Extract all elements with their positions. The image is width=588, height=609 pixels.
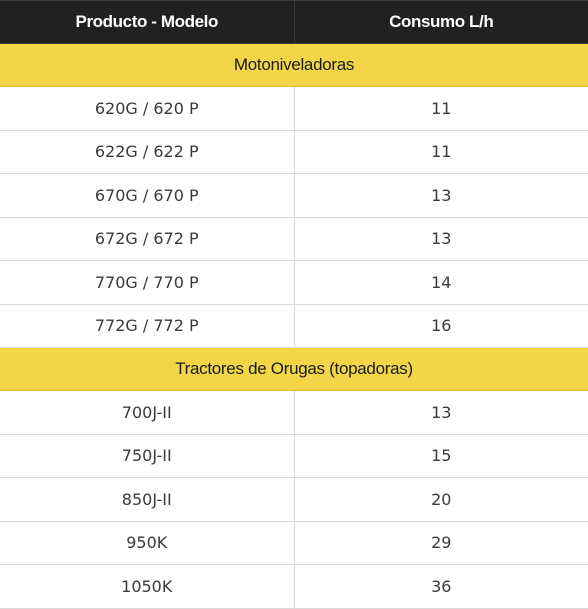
section-row-tractores-de-orugas: Tractores de Orugas (topadoras) xyxy=(0,347,588,391)
table-row: 622G / 622 P 11 xyxy=(0,130,588,174)
table-row: 750J-II 15 xyxy=(0,434,588,478)
section-row-motoniveladoras: Motoniveladoras xyxy=(0,43,588,87)
model-cell: 770G / 770 P xyxy=(0,260,295,305)
model-cell: 672G / 672 P xyxy=(0,217,295,261)
model-cell: 622G / 622 P xyxy=(0,130,295,174)
table-body: Motoniveladoras 620G / 620 P 11 622G / 6… xyxy=(0,43,588,609)
section-title: Motoniveladoras xyxy=(0,43,588,87)
table-row: 672G / 672 P 13 xyxy=(0,217,588,261)
consumo-cell: 13 xyxy=(294,390,588,435)
model-cell: 1050K xyxy=(0,564,295,609)
consumo-cell: 36 xyxy=(294,564,588,609)
table-row: 850J-II 20 xyxy=(0,477,588,522)
header-consumo: Consumo L/h xyxy=(293,0,588,44)
consumo-cell: 13 xyxy=(294,173,588,218)
consumo-cell: 11 xyxy=(294,86,588,131)
model-cell: 950K xyxy=(0,521,295,565)
consumo-cell: 20 xyxy=(294,477,588,522)
model-cell: 772G / 772 P xyxy=(0,304,295,348)
model-cell: 750J-II xyxy=(0,434,295,478)
table-row: 700J-II 13 xyxy=(0,390,588,435)
table-row: 670G / 670 P 13 xyxy=(0,173,588,218)
table-row: 950K 29 xyxy=(0,521,588,565)
table-header: Producto - Modelo Consumo L/h xyxy=(0,0,588,44)
consumo-cell: 14 xyxy=(294,260,588,305)
table-row: 770G / 770 P 14 xyxy=(0,260,588,305)
consumo-cell: 13 xyxy=(294,217,588,261)
model-cell: 670G / 670 P xyxy=(0,173,295,218)
consumo-cell: 15 xyxy=(294,434,588,478)
model-cell: 850J-II xyxy=(0,477,295,522)
header-row: Producto - Modelo Consumo L/h xyxy=(0,0,588,44)
consumo-cell: 11 xyxy=(294,130,588,174)
model-cell: 700J-II xyxy=(0,390,295,435)
table-row: 772G / 772 P 16 xyxy=(0,304,588,348)
model-cell: 620G / 620 P xyxy=(0,86,295,131)
consumo-cell: 29 xyxy=(294,521,588,565)
table-row: 1050K 36 xyxy=(0,564,588,609)
section-title: Tractores de Orugas (topadoras) xyxy=(0,347,588,391)
table-row: 620G / 620 P 11 xyxy=(0,86,588,131)
header-producto-modelo: Producto - Modelo xyxy=(0,0,295,44)
consumo-cell: 16 xyxy=(294,304,588,348)
